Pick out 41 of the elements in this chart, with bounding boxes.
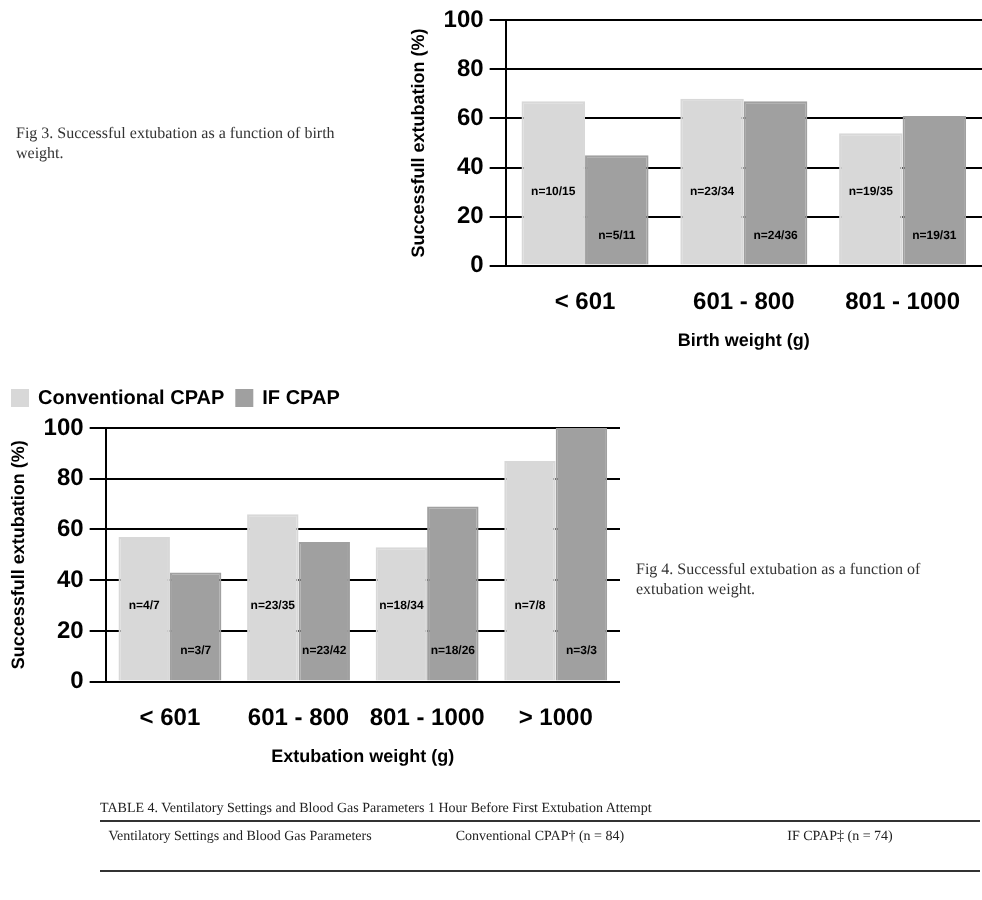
legend-label: IF CPAP [262, 387, 341, 410]
bar [169, 572, 222, 681]
y-tick-label: 100 [43, 412, 85, 441]
y-tick-label: 60 [56, 514, 85, 543]
bar [839, 133, 903, 265]
y-tick-label: 20 [456, 201, 485, 230]
legend-label: Conventional CPAP [38, 387, 225, 410]
x-tick-label: 801 - 1000 [369, 702, 486, 731]
y-tick-label: 80 [56, 463, 85, 492]
y-axis-title: Successfull extubation (%) [7, 440, 28, 670]
bar [585, 155, 649, 265]
bar [247, 514, 299, 681]
bar [504, 460, 556, 681]
bar [427, 506, 479, 681]
x-tick-label: < 601 [139, 702, 201, 731]
y-tick-label: 40 [56, 564, 85, 593]
x-axis-title: Extubation weight (g) [271, 746, 455, 767]
x-tick-label: > 1000 [518, 702, 594, 731]
bar [555, 428, 608, 681]
x-tick-label: 601 - 800 [247, 702, 350, 731]
y-tick-label: 0 [470, 250, 485, 279]
y-tick-label: 80 [456, 54, 485, 83]
bar [118, 537, 170, 681]
y-tick-label: 100 [443, 5, 485, 34]
caption: Fig 4. Successful extubation as a function of extubation weight. [636, 560, 923, 600]
caption: Fig 3. Successful extubation as a function of birth weight. [16, 124, 337, 164]
bar [375, 547, 428, 681]
x-axis-title: Birth weight (g) [677, 330, 810, 351]
bar [902, 116, 967, 265]
y-tick-label: 60 [456, 103, 485, 132]
bar [298, 542, 350, 681]
y-tick-label: 20 [56, 615, 85, 644]
bar [521, 101, 586, 265]
y-tick-label: 0 [70, 666, 85, 695]
x-tick-label: 801 - 1000 [845, 286, 961, 315]
y-tick-label: 40 [456, 152, 485, 181]
x-tick-label: < 601 [554, 286, 617, 315]
bar [743, 101, 808, 265]
x-tick-label: 601 - 800 [693, 286, 796, 315]
bar [680, 98, 744, 265]
y-axis-title: Successfull extubation (%) [407, 28, 428, 258]
